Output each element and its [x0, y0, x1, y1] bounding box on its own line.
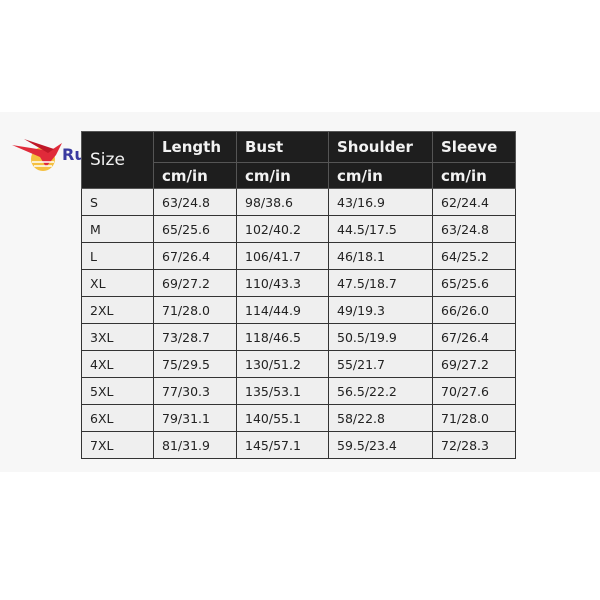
cell-shoulder: 49/19.3: [328, 296, 433, 324]
column-header-sleeve: Sleeve: [432, 131, 516, 163]
column-header-shoulder: Shoulder: [328, 131, 433, 163]
cell-bust: 140/55.1: [236, 404, 329, 432]
table-row: S 63/24.8 98/38.6 43/16.9 62/24.4: [81, 188, 516, 216]
cell-length: 63/24.8: [153, 188, 237, 216]
cell-sleeve: 69/27.2: [432, 350, 516, 378]
table-row: 3XL 73/28.7 118/46.5 50.5/19.9 67/26.4: [81, 323, 516, 351]
cell-shoulder: 50.5/19.9: [328, 323, 433, 351]
cell-length: 73/28.7: [153, 323, 237, 351]
table-row: M 65/25.6 102/40.2 44.5/17.5 63/24.8: [81, 215, 516, 243]
cell-shoulder: 44.5/17.5: [328, 215, 433, 243]
cell-shoulder: 58/22.8: [328, 404, 433, 432]
cell-length: 77/30.3: [153, 377, 237, 405]
cell-sleeve: 62/24.4: [432, 188, 516, 216]
cell-size: XL: [81, 269, 154, 297]
table-row: 6XL 79/31.1 140/55.1 58/22.8 71/28.0: [81, 404, 516, 432]
cell-length: 71/28.0: [153, 296, 237, 324]
cell-bust: 114/44.9: [236, 296, 329, 324]
cell-bust: 130/51.2: [236, 350, 329, 378]
cell-sleeve: 72/28.3: [432, 431, 516, 459]
cell-length: 75/29.5: [153, 350, 237, 378]
size-chart-table: Size Length Bust Shoulder Sleeve cm/in c…: [81, 131, 516, 459]
cell-sleeve: 66/26.0: [432, 296, 516, 324]
cell-size: 7XL: [81, 431, 154, 459]
cell-length: 79/31.1: [153, 404, 237, 432]
cell-bust: 102/40.2: [236, 215, 329, 243]
column-header-bust: Bust: [236, 131, 329, 163]
cell-bust: 118/46.5: [236, 323, 329, 351]
cell-shoulder: 47.5/18.7: [328, 269, 433, 297]
cell-size: L: [81, 242, 154, 270]
table-row: L 67/26.4 106/41.7 46/18.1 64/25.2: [81, 242, 516, 270]
table-row: 7XL 81/31.9 145/57.1 59.5/23.4 72/28.3: [81, 431, 516, 459]
cell-size: 4XL: [81, 350, 154, 378]
cell-bust: 106/41.7: [236, 242, 329, 270]
cell-sleeve: 63/24.8: [432, 215, 516, 243]
cell-size: 6XL: [81, 404, 154, 432]
cell-sleeve: 65/25.6: [432, 269, 516, 297]
cell-size: 5XL: [81, 377, 154, 405]
cell-length: 69/27.2: [153, 269, 237, 297]
cell-bust: 110/43.3: [236, 269, 329, 297]
cell-size: 3XL: [81, 323, 154, 351]
unit-header: cm/in: [153, 162, 237, 189]
unit-header: cm/in: [236, 162, 329, 189]
table-row: 2XL 71/28.0 114/44.9 49/19.3 66/26.0: [81, 296, 516, 324]
cell-bust: 98/38.6: [236, 188, 329, 216]
cell-sleeve: 71/28.0: [432, 404, 516, 432]
cell-bust: 135/53.1: [236, 377, 329, 405]
cell-size: M: [81, 215, 154, 243]
brand-logo-icon: [12, 139, 62, 171]
size-header: Size: [81, 131, 154, 189]
cell-shoulder: 56.5/22.2: [328, 377, 433, 405]
cell-length: 81/31.9: [153, 431, 237, 459]
cell-shoulder: 46/18.1: [328, 242, 433, 270]
table-row: 4XL 75/29.5 130/51.2 55/21.7 69/27.2: [81, 350, 516, 378]
column-header-length: Length: [153, 131, 237, 163]
cell-sleeve: 70/27.6: [432, 377, 516, 405]
logo-text: Ru: [62, 145, 86, 164]
cell-shoulder: 43/16.9: [328, 188, 433, 216]
cell-sleeve: 64/25.2: [432, 242, 516, 270]
cell-size: 2XL: [81, 296, 154, 324]
table-row: 5XL 77/30.3 135/53.1 56.5/22.2 70/27.6: [81, 377, 516, 405]
cell-bust: 145/57.1: [236, 431, 329, 459]
cell-shoulder: 55/21.7: [328, 350, 433, 378]
table-row: XL 69/27.2 110/43.3 47.5/18.7 65/25.6: [81, 269, 516, 297]
unit-header: cm/in: [328, 162, 433, 189]
cell-length: 65/25.6: [153, 215, 237, 243]
unit-header: cm/in: [432, 162, 516, 189]
cell-sleeve: 67/26.4: [432, 323, 516, 351]
cell-shoulder: 59.5/23.4: [328, 431, 433, 459]
cell-length: 67/26.4: [153, 242, 237, 270]
cell-size: S: [81, 188, 154, 216]
